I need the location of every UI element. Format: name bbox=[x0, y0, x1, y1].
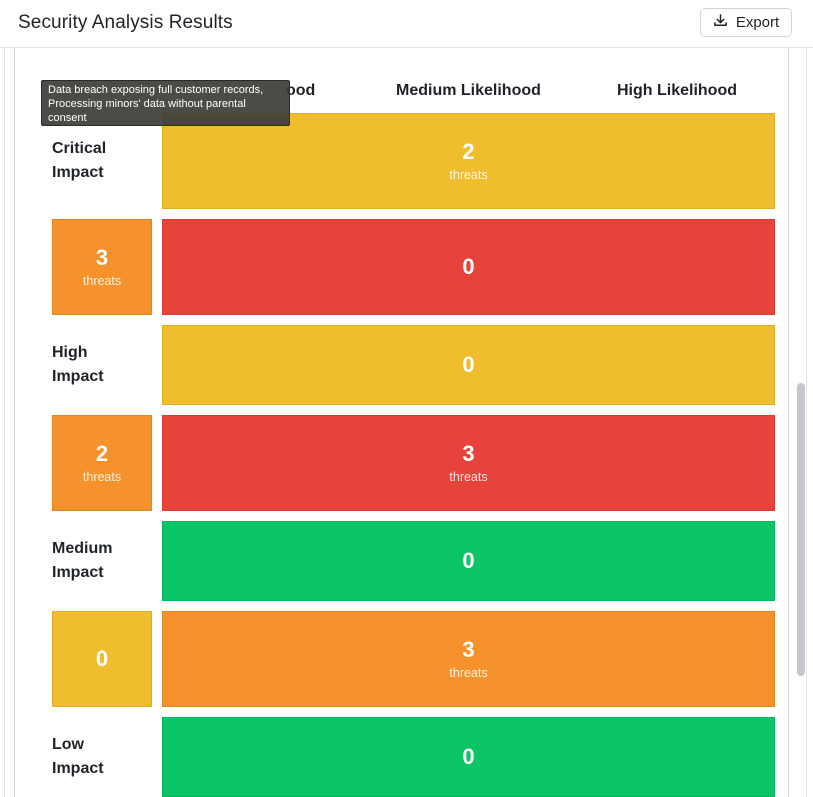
row-label-line: Low bbox=[52, 736, 84, 753]
row-label-line: High bbox=[52, 344, 88, 361]
threat-unit: threats bbox=[82, 274, 122, 288]
matrix-cell[interactable]: 0 bbox=[162, 717, 775, 797]
threat-unit: threats bbox=[449, 470, 488, 484]
threat-count: 0 bbox=[95, 646, 109, 671]
results-header: Security Analysis Results Export bbox=[0, 0, 813, 48]
export-button[interactable]: Export bbox=[700, 8, 792, 37]
page-title: Security Analysis Results bbox=[18, 12, 233, 33]
column-header-high-likelihood: High Likelihood bbox=[617, 82, 737, 99]
matrix-cell[interactable]: 2 threats bbox=[162, 113, 775, 209]
threat-count: 2 bbox=[462, 139, 475, 164]
matrix-cell[interactable]: 0 bbox=[52, 611, 152, 707]
row-label-line: Critical bbox=[52, 140, 107, 157]
threat-tooltip: Data breach exposing full customer recor… bbox=[41, 80, 290, 126]
matrix-cell[interactable]: 0 bbox=[162, 325, 775, 405]
threat-count: 3 bbox=[462, 441, 475, 466]
threat-count: 0 bbox=[462, 254, 475, 279]
threat-unit: threats bbox=[449, 168, 488, 182]
matrix-cell[interactable]: 2 threats bbox=[52, 415, 152, 511]
threat-count: 3 bbox=[95, 245, 109, 270]
row-label-line: Impact bbox=[52, 564, 104, 581]
threat-count: 0 bbox=[462, 352, 475, 377]
export-label: Export bbox=[735, 14, 780, 31]
matrix-cell[interactable]: 0 bbox=[162, 521, 775, 601]
row-label-medium-impact: Medium Impact bbox=[52, 537, 112, 585]
matrix-cell[interactable]: 3 threats bbox=[52, 219, 152, 315]
row-label-high-impact: High Impact bbox=[52, 341, 104, 389]
column-header-medium-likelihood: Medium Likelihood bbox=[396, 82, 541, 99]
download-icon bbox=[713, 13, 728, 32]
column-header-low-likelihood: ood bbox=[286, 82, 316, 99]
threat-count: 0 bbox=[462, 548, 475, 573]
row-label-line: Medium bbox=[52, 540, 113, 557]
scrollbar-thumb[interactable] bbox=[797, 383, 805, 676]
row-label-low-impact: Low Impact bbox=[52, 733, 104, 781]
panel-border-right bbox=[806, 47, 807, 797]
risk-matrix-panel bbox=[14, 47, 789, 797]
panel-border-left bbox=[4, 47, 5, 797]
threat-unit: threats bbox=[449, 666, 488, 680]
row-label-critical-impact: Critical Impact bbox=[52, 137, 106, 185]
threat-count: 2 bbox=[95, 441, 109, 466]
row-label-line: Impact bbox=[52, 368, 104, 385]
row-label-line: Impact bbox=[52, 760, 104, 777]
threat-unit: threats bbox=[82, 470, 122, 484]
threat-count: 0 bbox=[462, 744, 475, 769]
row-label-line: Impact bbox=[52, 164, 104, 181]
matrix-cell[interactable]: 3 threats bbox=[162, 611, 775, 707]
threat-count: 3 bbox=[462, 637, 475, 662]
matrix-cell[interactable]: 3 threats bbox=[162, 415, 775, 511]
matrix-cell[interactable]: 0 bbox=[162, 219, 775, 315]
